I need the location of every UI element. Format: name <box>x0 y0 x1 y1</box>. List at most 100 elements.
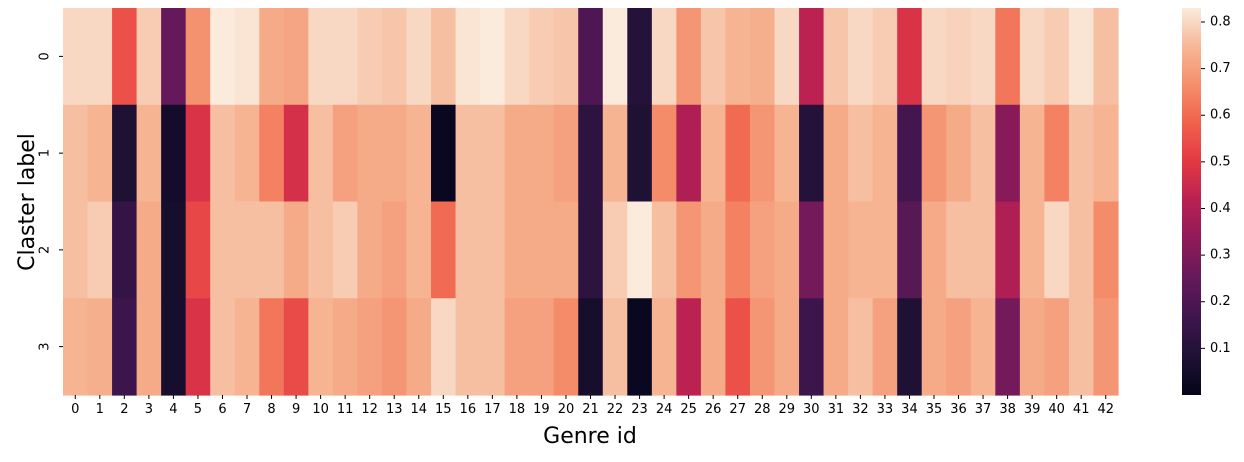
heatmap-cell <box>1093 298 1119 396</box>
x-tick-label: 40 <box>1048 402 1065 417</box>
heatmap-cell <box>799 104 825 203</box>
heatmap-cell <box>357 104 383 203</box>
x-tick-label: 19 <box>533 402 550 417</box>
heatmap-cell <box>308 298 334 396</box>
heatmap-cell <box>921 8 947 106</box>
heatmap-cell <box>578 201 604 299</box>
heatmap-cell <box>161 8 187 106</box>
x-tick-label: 21 <box>582 402 599 417</box>
x-tick-label: 38 <box>999 402 1016 417</box>
heatmap-cell <box>87 104 113 203</box>
x-tick-label: 8 <box>267 402 275 417</box>
heatmap-cell <box>1068 298 1095 396</box>
x-tick-label: 41 <box>1073 402 1090 417</box>
heatmap-cell <box>431 8 457 106</box>
heatmap-cell <box>848 104 874 203</box>
heatmap-cell <box>381 298 408 396</box>
colorbar-ticks: 0.1 0.2 0.3 0.4 0.5 0.6 0.7 0.8 <box>1201 14 1231 356</box>
x-tick-label: 39 <box>1024 402 1041 417</box>
heatmap-cell <box>529 104 555 203</box>
heatmap-cell <box>308 201 334 299</box>
heatmap-cell <box>283 104 309 203</box>
heatmap-cell <box>431 298 457 396</box>
heatmap-cell <box>848 8 874 106</box>
heatmap-cell <box>676 298 702 396</box>
heatmap-cell <box>283 8 309 106</box>
heatmap-cell <box>112 8 138 106</box>
heatmap-cell <box>897 104 923 203</box>
heatmap-cell <box>627 8 653 106</box>
heatmap-cell <box>529 201 555 299</box>
heatmap-cell <box>87 298 113 396</box>
heatmap-cell <box>995 298 1021 396</box>
x-tick-label: 2 <box>120 402 128 417</box>
heatmap-cell <box>63 298 89 396</box>
heatmap-cell <box>259 8 285 106</box>
heatmap-cell <box>749 201 776 299</box>
heatmap-cell <box>381 8 408 106</box>
heatmap-cell <box>63 201 89 299</box>
heatmap-cell <box>995 8 1021 106</box>
x-tick-label: 35 <box>926 402 943 417</box>
heatmap-cell <box>651 201 677 299</box>
heatmap-cell <box>995 201 1021 299</box>
x-tick-label: 16 <box>460 402 477 417</box>
x-tick-label: 26 <box>705 402 722 417</box>
heatmap-cell <box>651 8 677 106</box>
heatmap-cell <box>529 298 555 396</box>
heatmap-cell <box>357 8 383 106</box>
heatmap-cell <box>504 8 530 106</box>
heatmap-cell <box>995 104 1021 203</box>
heatmap-cell <box>823 104 849 203</box>
heatmap-cell <box>774 8 800 106</box>
heatmap-cell <box>357 201 383 299</box>
heatmap-cell <box>210 201 236 299</box>
heatmap-cell <box>185 8 211 106</box>
heatmap-cell <box>627 104 653 203</box>
y-tick-label: 0 <box>38 52 53 60</box>
heatmap-cell <box>799 201 825 299</box>
x-tick-label: 0 <box>71 402 79 417</box>
heatmap-cell <box>136 201 162 299</box>
heatmap-cell <box>431 104 457 203</box>
heatmap-cell <box>1093 8 1119 106</box>
heatmap-cell <box>602 104 628 203</box>
y-axis-ticks: 0 1 2 3 <box>38 52 63 351</box>
x-tick-label: 24 <box>656 402 673 417</box>
heatmap-cell <box>455 298 481 396</box>
heatmap-cell <box>259 201 285 299</box>
heatmap-cell <box>627 201 653 299</box>
x-axis-ticks: 0 1 2 3 4 5 6 7 8 9 10 11 12 13 14 15 16 17 18 19 20 21 22 23 24… <box>71 395 1114 417</box>
x-tick-label: 31 <box>828 402 845 417</box>
heatmap-cell <box>970 201 996 299</box>
heatmap-cell <box>1068 8 1095 106</box>
heatmap-cell <box>578 8 604 106</box>
heatmap-cell <box>161 298 187 396</box>
x-tick-label: 36 <box>950 402 967 417</box>
heatmap-cell <box>749 104 776 203</box>
x-tick-label: 14 <box>410 402 427 417</box>
x-tick-label: 18 <box>509 402 526 417</box>
heatmap-cell <box>185 104 211 203</box>
heatmap-cell <box>578 298 604 396</box>
heatmap-cell <box>210 8 236 106</box>
heatmap-cell <box>308 104 334 203</box>
heatmap-cell <box>1044 201 1070 299</box>
colorbar-tick-label: 0.1 <box>1210 341 1231 356</box>
heatmap-cell <box>553 298 579 396</box>
heatmap-cell <box>553 8 579 106</box>
heatmap-cell <box>234 298 260 396</box>
x-tick-label: 13 <box>386 402 403 417</box>
x-tick-label: 17 <box>484 402 501 417</box>
heatmap-cell <box>921 298 947 396</box>
heatmap-cell <box>897 201 923 299</box>
heatmap-cell <box>872 8 898 106</box>
heatmap-cell <box>725 201 751 299</box>
heatmap-cell <box>357 298 383 396</box>
heatmap-cell <box>1019 201 1045 299</box>
x-tick-label: 15 <box>435 402 452 417</box>
heatmap-cell <box>602 298 628 396</box>
heatmap-cell <box>1019 8 1045 106</box>
heatmap-cell <box>136 8 162 106</box>
